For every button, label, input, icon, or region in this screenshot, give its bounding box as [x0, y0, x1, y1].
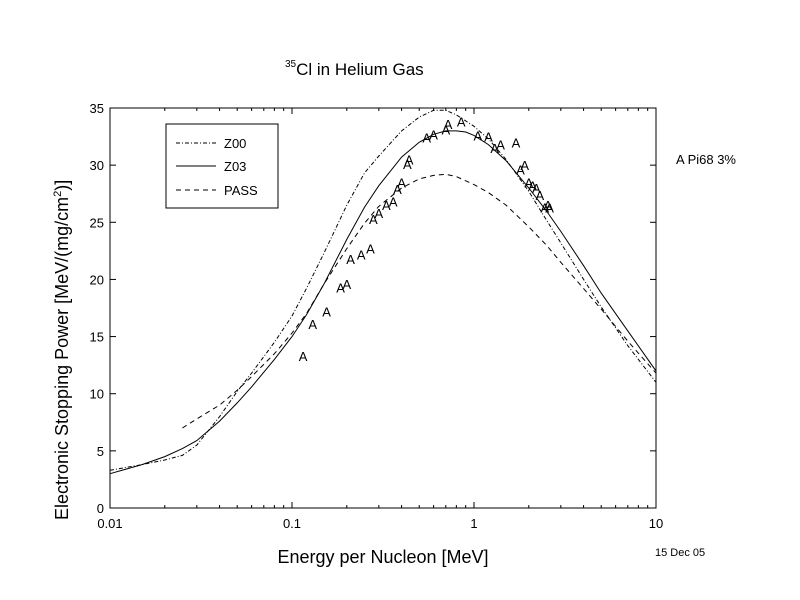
x-tick-label: 0.1: [283, 516, 301, 531]
data-point-marker: A: [336, 280, 345, 295]
data-point-marker: A: [322, 304, 331, 319]
data-point-marker: A: [520, 158, 529, 173]
y-axis-label-main: Electronic Stopping Power [MeV/(mg/cm: [52, 197, 72, 520]
series-line-z00: [109, 109, 657, 471]
data-point-marker: A: [369, 212, 378, 227]
data-point-marker: A: [474, 128, 483, 143]
x-axis-label: Energy per Nucleon [MeV]: [277, 547, 488, 567]
y-tick-label: 35: [90, 101, 104, 116]
data-point-marker: A: [544, 198, 553, 213]
data-point-marker: A: [441, 123, 450, 138]
data-point-marker: A: [308, 317, 317, 332]
dataset-annotation: A Pi68 3%: [676, 152, 736, 167]
date-stamp: 15 Dec 05: [655, 547, 705, 559]
data-point-marker: A: [342, 277, 351, 292]
data-point-marker: A: [366, 242, 375, 257]
data-point-marker: A: [346, 252, 355, 267]
data-point-marker: A: [532, 181, 541, 196]
data-point-marker: A: [429, 127, 438, 142]
data-point-marker: A: [496, 138, 505, 153]
data-point-marker: A: [389, 195, 398, 210]
data-point-marker: A: [393, 182, 402, 197]
data-point-marker: A: [484, 130, 493, 145]
y-tick-label: 5: [97, 444, 104, 459]
legend: Z00 Z03 PASS: [165, 123, 279, 209]
series-line-z03: [109, 130, 657, 475]
data-point-marker: A: [540, 200, 549, 215]
data-point-marker: A: [490, 141, 499, 156]
series-line-pass: [182, 173, 657, 429]
data-point-marker: A: [357, 247, 366, 262]
data-point-marker: A: [299, 349, 308, 364]
y-tick-label: 15: [90, 330, 104, 345]
data-point-marker: A: [535, 188, 544, 203]
data-point-marker: A: [405, 152, 414, 167]
data-point-marker: A: [397, 175, 406, 190]
y-tick-label: 25: [90, 215, 104, 230]
data-point-marker: A: [528, 179, 537, 194]
x-tick-label: 1: [470, 516, 477, 531]
y-tick-label: 30: [90, 158, 104, 173]
data-point-marker: A: [512, 135, 521, 150]
y-axis-label: Electronic Stopping Power [MeV/(mg/cm2)]: [52, 180, 72, 520]
x-tick-label: 10: [649, 516, 663, 531]
y-axis-label-exponent: 2: [52, 191, 64, 197]
data-point-marker: A: [457, 115, 466, 130]
legend-label-pass: PASS: [224, 183, 258, 198]
data-point-marker: A: [516, 163, 525, 178]
data-point-marker: A: [382, 198, 391, 213]
data-point-marker: A: [524, 175, 533, 190]
x-tick-label: 0.01: [97, 516, 122, 531]
y-tick-label: 20: [90, 272, 104, 287]
legend-label-z00: Z00: [224, 136, 246, 151]
plot-frame: [109, 107, 657, 509]
legend-box: [165, 123, 279, 209]
y-axis-label-tail: )]: [52, 180, 72, 191]
y-tick-label: 10: [90, 387, 104, 402]
data-point-marker: A: [545, 200, 554, 215]
title-superscript: 35: [285, 59, 297, 70]
data-point-marker: A: [444, 117, 453, 132]
chart-title: 35Cl in Helium Gas: [285, 59, 424, 79]
series-curves: [109, 109, 657, 475]
legend-label-z03: Z03: [224, 159, 246, 174]
data-point-marker: A: [403, 157, 412, 172]
y-tick-label: 0: [97, 501, 104, 516]
axis-ticks: 0 5 10 15 20 25 30 35 0.01 0.1 1 10: [90, 101, 664, 531]
title-main-text: Cl in Helium Gas: [296, 60, 424, 79]
data-point-marker: A: [375, 206, 384, 221]
data-point-marker: A: [422, 131, 431, 146]
